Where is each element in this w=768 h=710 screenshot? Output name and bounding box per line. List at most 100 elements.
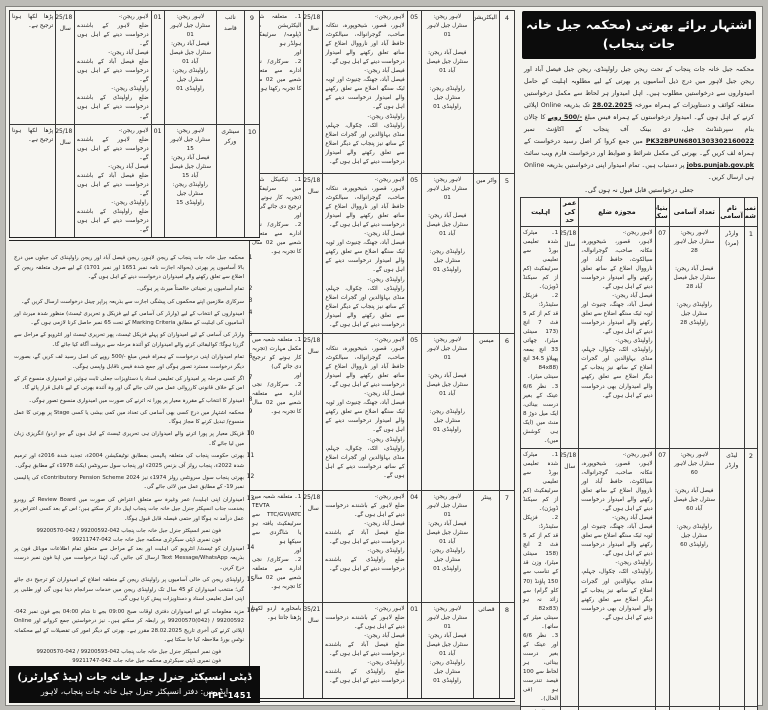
table-row: 1 وارڈر (مرد) لاہور ریجن: سنٹرل جیل لاہو… bbox=[519, 225, 759, 449]
cell-scale: 01 bbox=[150, 10, 165, 125]
phone-line-ig: فون نمبر انسپکٹر جنرل جیل خانہ جات پنجاب… bbox=[36, 649, 221, 656]
cell-serial: 10 bbox=[243, 123, 261, 240]
column-middle: 4 الیکٹریشن لاہور ریجن: سنٹرل جیل لاہور … bbox=[248, 10, 516, 702]
cell-vacancies: لاہور ریجن: سنٹرل جیل لاہور 01 فیصل آباد… bbox=[420, 10, 474, 174]
cell-scale: 05 bbox=[406, 333, 422, 491]
header-districts: مجوزہ ضلع bbox=[578, 197, 656, 227]
cell-scale: 01 bbox=[150, 123, 165, 240]
intro-closing-line: جعلی درخواستیں قابل قبول نہ ہوں گی۔ bbox=[584, 186, 694, 195]
conditions-list: 1 محکمہ جیل خانہ جات پنجاب کے ریجن لاہور… bbox=[9, 254, 260, 666]
print-code: IPL-1451 bbox=[208, 691, 252, 701]
table-row: 8 قصائی لاہور ریجن: سنٹرل جیل لاہور 01 ف… bbox=[248, 602, 516, 701]
condition-text: مزید معلومات کے لیے امیدواران دفتری اوقا… bbox=[14, 608, 245, 644]
cell-vacancies: لاہور ریجن: سنٹرل جیل لاہور 60 فیصل آباد… bbox=[668, 447, 720, 708]
cell-post-name: نائب قاصد bbox=[215, 10, 245, 125]
cell-post-name: وارڈر (مرد) bbox=[718, 225, 745, 449]
condition-item: 16 مزید معلومات کے لیے امیدواران دفتری ا… bbox=[12, 608, 257, 646]
table-row: 2 لیڈی وارڈر لاہور ریجن: سنٹرل جیل لاہور… bbox=[519, 447, 759, 708]
signatory-designation: ڈپٹی انسپکٹر جنرل جیل خانہ جات (ہیڈ کوار… bbox=[17, 672, 252, 684]
cell-districts: لاہور ریجن:- ضلع لاہور کے باشندے درخواست… bbox=[74, 123, 152, 240]
cell-scale: 05 bbox=[654, 706, 670, 710]
cell-post-name: پینٹر bbox=[472, 490, 500, 603]
condition-item: 5 وارڈر کی آسامی کے لیے امیدواران کو پہل… bbox=[12, 331, 257, 350]
condition-item: 4 امیدواروں کے انتخاب کے لیے (وارڈر کی آ… bbox=[12, 310, 257, 329]
cell-serial: 2 bbox=[743, 447, 759, 708]
condition-text: راولپنڈی ریجن کی خالی آسامیوں پر راولپنڈ… bbox=[14, 577, 244, 603]
advert-title: اشتہار برائے بھرتی (محکمہ جیل خانہ جات پ… bbox=[522, 11, 756, 59]
cell-serial: 1 bbox=[743, 225, 759, 449]
condition-number: 7 bbox=[248, 375, 253, 382]
cell-age: 35/21 سال bbox=[303, 602, 324, 701]
cell-vacancies: لاہور ریجن: سنٹرل جیل لاہور 15 فیصل آباد… bbox=[163, 123, 217, 240]
cell-districts: لاہور ریجن:- لاہور، قصور، شیخوپورہ، ننکا… bbox=[322, 10, 408, 174]
intro-text: محکمہ جیل خانہ جات پنجاب کے تحت ریجن جیل… bbox=[524, 65, 754, 109]
header-vacancies: تعداد آسامی bbox=[668, 197, 720, 227]
condition-number: 3 bbox=[248, 298, 253, 305]
condition-number: 8 bbox=[248, 397, 253, 404]
cell-post-name: قصائی bbox=[472, 602, 500, 701]
cell-vacancies: لاہور ریجن: سنٹرل جیل لاہور 01 فیصل آباد… bbox=[420, 173, 474, 334]
cell-age: 35/25 سال bbox=[560, 706, 580, 710]
condition-item: 13 امیدواران اپنی اہلیت/ عمر وغیرہ سے مت… bbox=[12, 496, 257, 525]
cell-post-name: لیڈی وارڈر bbox=[718, 447, 745, 708]
condition-text: وارڈر کی آسامی کے لیے امیدواران کو پہلے … bbox=[14, 332, 244, 348]
cell-scale: 07 bbox=[654, 447, 670, 708]
vacancy-table-part-2: 4 الیکٹریشن لاہور ریجن: سنٹرل جیل لاہور … bbox=[248, 10, 516, 702]
cell-serial: 7 bbox=[498, 490, 516, 603]
header-serial: نمبر شمار bbox=[743, 197, 759, 227]
vacancy-table-part-1: نمبر شمار نام آسامی تعداد آسامی بنیادی س… bbox=[519, 197, 759, 710]
application-fee: -/500 روپے bbox=[547, 113, 583, 121]
cell-vacancies: لاہور ریجن: سنٹرل جیل لاہور 01 فیصل آباد… bbox=[163, 10, 217, 125]
condition-number: 11 bbox=[246, 452, 255, 459]
cell-districts: لاہور ریجن:- ضلع لاہور کے باشندے درخواست… bbox=[74, 10, 152, 125]
cell-post-name: الیکٹریشن bbox=[472, 10, 500, 174]
cell-age: 25/18 سال bbox=[303, 10, 324, 174]
cell-serial: 9 bbox=[243, 10, 261, 125]
condition-number: 16 bbox=[246, 608, 255, 615]
cell-qualification: پڑھا لکھا ہونا ترجیح ہے۔ bbox=[8, 10, 57, 125]
condition-item: 6 تمام امیدواران اپنی درخواست کے ہمراہ ف… bbox=[12, 353, 257, 372]
condition-number: 1 bbox=[248, 254, 253, 261]
condition-item: 1 محکمہ جیل خانہ جات پنجاب کے ریجن لاہور… bbox=[12, 254, 257, 283]
condition-item: 12 بھرتی پنجاب سول سرونٹس رولز 1974ء نیز… bbox=[12, 474, 257, 493]
intro-text: تک بذریعہ Online اپلائی کرنے کے اہل ہوں … bbox=[524, 101, 754, 121]
cell-post-name: سینٹری ورکر bbox=[215, 123, 245, 240]
condition-item: 14 امیدواران کو ٹیسٹ/ انٹرویو کی اہلیت ا… bbox=[12, 545, 257, 574]
condition-item: 7 اگر کسی مرحلہ پر امیدوار کی تعلیمی اسن… bbox=[12, 375, 257, 394]
header-scale: بنیادی سکیل bbox=[654, 197, 670, 227]
cell-vacancies: لاہور ریجن: سنٹرل جیل لاہور 01 فیصل آباد… bbox=[668, 706, 720, 710]
condition-number: 5 bbox=[248, 331, 253, 338]
cell-vacancies: لاہور ریجن: سنٹرل جیل لاہور 01 فیصل آباد… bbox=[420, 490, 474, 603]
signature-block: ڈپٹی انسپکٹر جنرل جیل خانہ جات (ہیڈ کوار… bbox=[9, 666, 260, 704]
cell-age: 25/18 سال bbox=[55, 10, 76, 125]
condition-number: 12 bbox=[246, 474, 255, 481]
website-url: jobs.punjab.gov.pk bbox=[686, 162, 754, 170]
phone-line-dy-secretary: فون نمبری ڈپٹی سیکرٹری محکمہ جیل خانہ جا… bbox=[72, 536, 221, 543]
condition-item: 11 بھرتی حکومت پنجاب کی متعلقہ پالیسی بم… bbox=[12, 452, 257, 471]
cell-age: 25/18 سال bbox=[55, 123, 76, 240]
cell-districts: لاہور ریجن:- ضلع لاہور کے باشندے درخواست… bbox=[322, 602, 408, 701]
intro-text: کا چالان بنام سپرنٹنڈنٹ جیل، دی بینک آف … bbox=[524, 113, 754, 133]
condition-text: بھرتی پنجاب سول سرونٹس رولز 1974ء نیز Co… bbox=[14, 474, 244, 491]
cell-post-name: واٹر مین bbox=[472, 173, 500, 334]
cell-qualification: 1۔ میٹرک شدہ تعلیمی بورڈ سے تعلیمی سرٹیف… bbox=[519, 447, 562, 708]
cell-qualification: 1۔ مڈل پاس۔ 2۔ تصدیق شدہ LTV ڈرائیونگ لا… bbox=[519, 706, 562, 710]
cell-age: 25/18 سال bbox=[303, 333, 324, 491]
condition-text: بھرتی حکومت پنجاب کی متعلقہ پالیسی بمطاب… bbox=[14, 453, 244, 469]
cell-districts: لاہور ریجن:- ضلع لاہور کے باشندے درخواست… bbox=[322, 490, 408, 603]
condition-text: سرکاری ملازمین اپنے محکموں کی پیشگی اجاز… bbox=[20, 298, 244, 305]
cell-serial: 8 bbox=[498, 602, 516, 701]
cell-vacancies: لاہور ریجن: سنٹرل جیل لاہور 01 فیصل آباد… bbox=[420, 602, 474, 701]
cell-scale: 01 bbox=[406, 602, 422, 701]
cell-districts: لاہور ریجن:- لاہور، قصور، شیخوپورہ، ننکا… bbox=[322, 173, 408, 334]
condition-item: 9 محکمہ اشتہار میں درج کسی بھی آسامی کی … bbox=[12, 409, 257, 428]
cell-districts: لاہور ریجن:- لاہور، قصور، شیخوپورہ، ننکا… bbox=[322, 333, 408, 491]
condition-text: امیدوار کا انتخاب کے مقررہ معیار پر پورا… bbox=[28, 397, 244, 404]
cell-vacancies: لاہور ریجن: سنٹرل جیل لاہور 01 فیصل آباد… bbox=[420, 333, 474, 491]
condition-item: 8 امیدوار کا انتخاب کے مقررہ معیار پر پو… bbox=[12, 397, 257, 407]
condition-number: 6 bbox=[248, 353, 253, 360]
condition-text: امیدواران کو ٹیسٹ/ انٹرویو کی اہلیت اور … bbox=[14, 545, 245, 572]
cell-serial: 4 bbox=[498, 10, 516, 174]
cell-post-name: میسن bbox=[472, 333, 500, 491]
header-qualification: اہلیت bbox=[519, 197, 562, 227]
